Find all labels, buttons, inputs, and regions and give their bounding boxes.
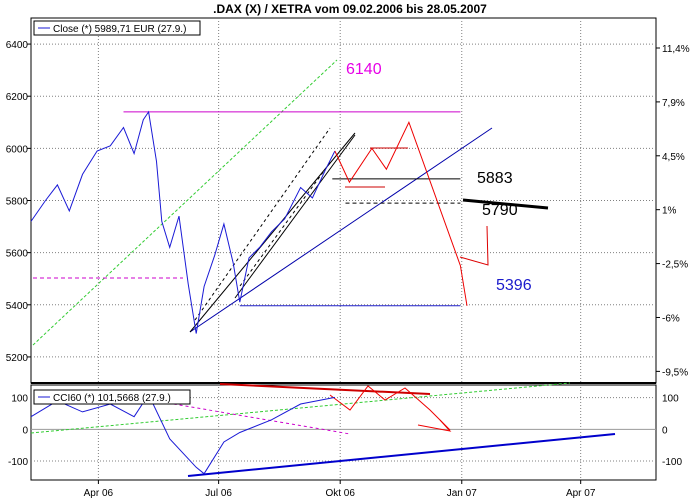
- cci-forecast-wave: [329, 385, 451, 431]
- cci-tick-label-right: 100: [662, 394, 679, 405]
- x-tick-label: Apr 07: [566, 488, 596, 499]
- x-tick-label: Apr 06: [84, 488, 114, 499]
- y-tick-label: 6000: [6, 144, 29, 155]
- right-tick-label: 11,4%: [662, 44, 690, 55]
- cci-magenta-dashed: [149, 399, 351, 435]
- y-tick-label: 6400: [6, 40, 29, 51]
- cci-tick-label-left: 0: [22, 425, 28, 436]
- price-legend: Close (*) 5989,71 EUR (27.9.): [33, 20, 201, 36]
- cci-legend: CCI60 (*) 101,5668 (27.9.): [33, 389, 191, 405]
- y-tick-label: 5200: [6, 353, 29, 364]
- annotation-6140: 6140: [346, 61, 382, 78]
- forecast-wave-line: [334, 121, 468, 306]
- grid: [31, 18, 656, 480]
- right-tick-label: 7,9%: [662, 98, 685, 109]
- annotation-5790: 5790: [482, 202, 518, 219]
- right-tick-label: 4,5%: [662, 152, 685, 163]
- price-legend-label: Close (*) 5989,71 EUR (27.9.): [53, 24, 186, 35]
- level-5790-thick: [462, 198, 549, 210]
- support-trendline-4: [239, 159, 333, 287]
- series: [30, 110, 468, 475]
- forecast-arrow: [459, 225, 489, 266]
- x-tick-label: Jan 07: [447, 488, 477, 499]
- y-tick-label: 6200: [6, 92, 29, 103]
- cci-red-trendline: [219, 383, 431, 395]
- annotation-5396: 5396: [496, 277, 532, 294]
- y-tick-label: 5800: [6, 197, 29, 208]
- cci-tick-label-right: 0: [662, 425, 668, 436]
- cci-tick-label-right: -100: [662, 457, 682, 468]
- axes: Apr 06 Jul 06 Okt 06 Jan 07 Apr 07 5200 5400 56…: [6, 40, 690, 499]
- close-series-line: [30, 110, 336, 334]
- cci-forecast-arrow: [417, 419, 452, 432]
- y-tick-label: 5400: [6, 301, 29, 312]
- annotation-5883: 5883: [477, 170, 513, 187]
- y-tick-label: 5600: [6, 249, 29, 260]
- cci-series-line: [30, 393, 335, 475]
- cci-tick-label-left: -100: [8, 457, 28, 468]
- support-trendline-2: [234, 134, 356, 299]
- x-tick-label: Okt 06: [325, 488, 355, 499]
- right-tick-label: 1%: [662, 206, 677, 217]
- cci-tick-label-left: 100: [11, 394, 28, 405]
- cci-legend-label: CCI60 (*) 101,5668 (27.9.): [53, 393, 171, 404]
- cci-legend-box: [33, 389, 191, 405]
- chart-title: .DAX (X) / XETRA vom 09.02.2006 bis 28.0…: [213, 2, 487, 16]
- cci-green-dashed: [30, 382, 571, 434]
- cci-blue-trendline: [187, 433, 616, 477]
- level-lines: [123, 111, 461, 307]
- x-tick-label: Jul 06: [205, 488, 232, 499]
- green-dashed-trend: [32, 59, 338, 346]
- right-tick-label: -6%: [662, 313, 680, 324]
- right-tick-label: -9,5%: [662, 367, 688, 378]
- price-legend-box: [33, 20, 201, 36]
- right-tick-label: -2,5%: [662, 260, 688, 271]
